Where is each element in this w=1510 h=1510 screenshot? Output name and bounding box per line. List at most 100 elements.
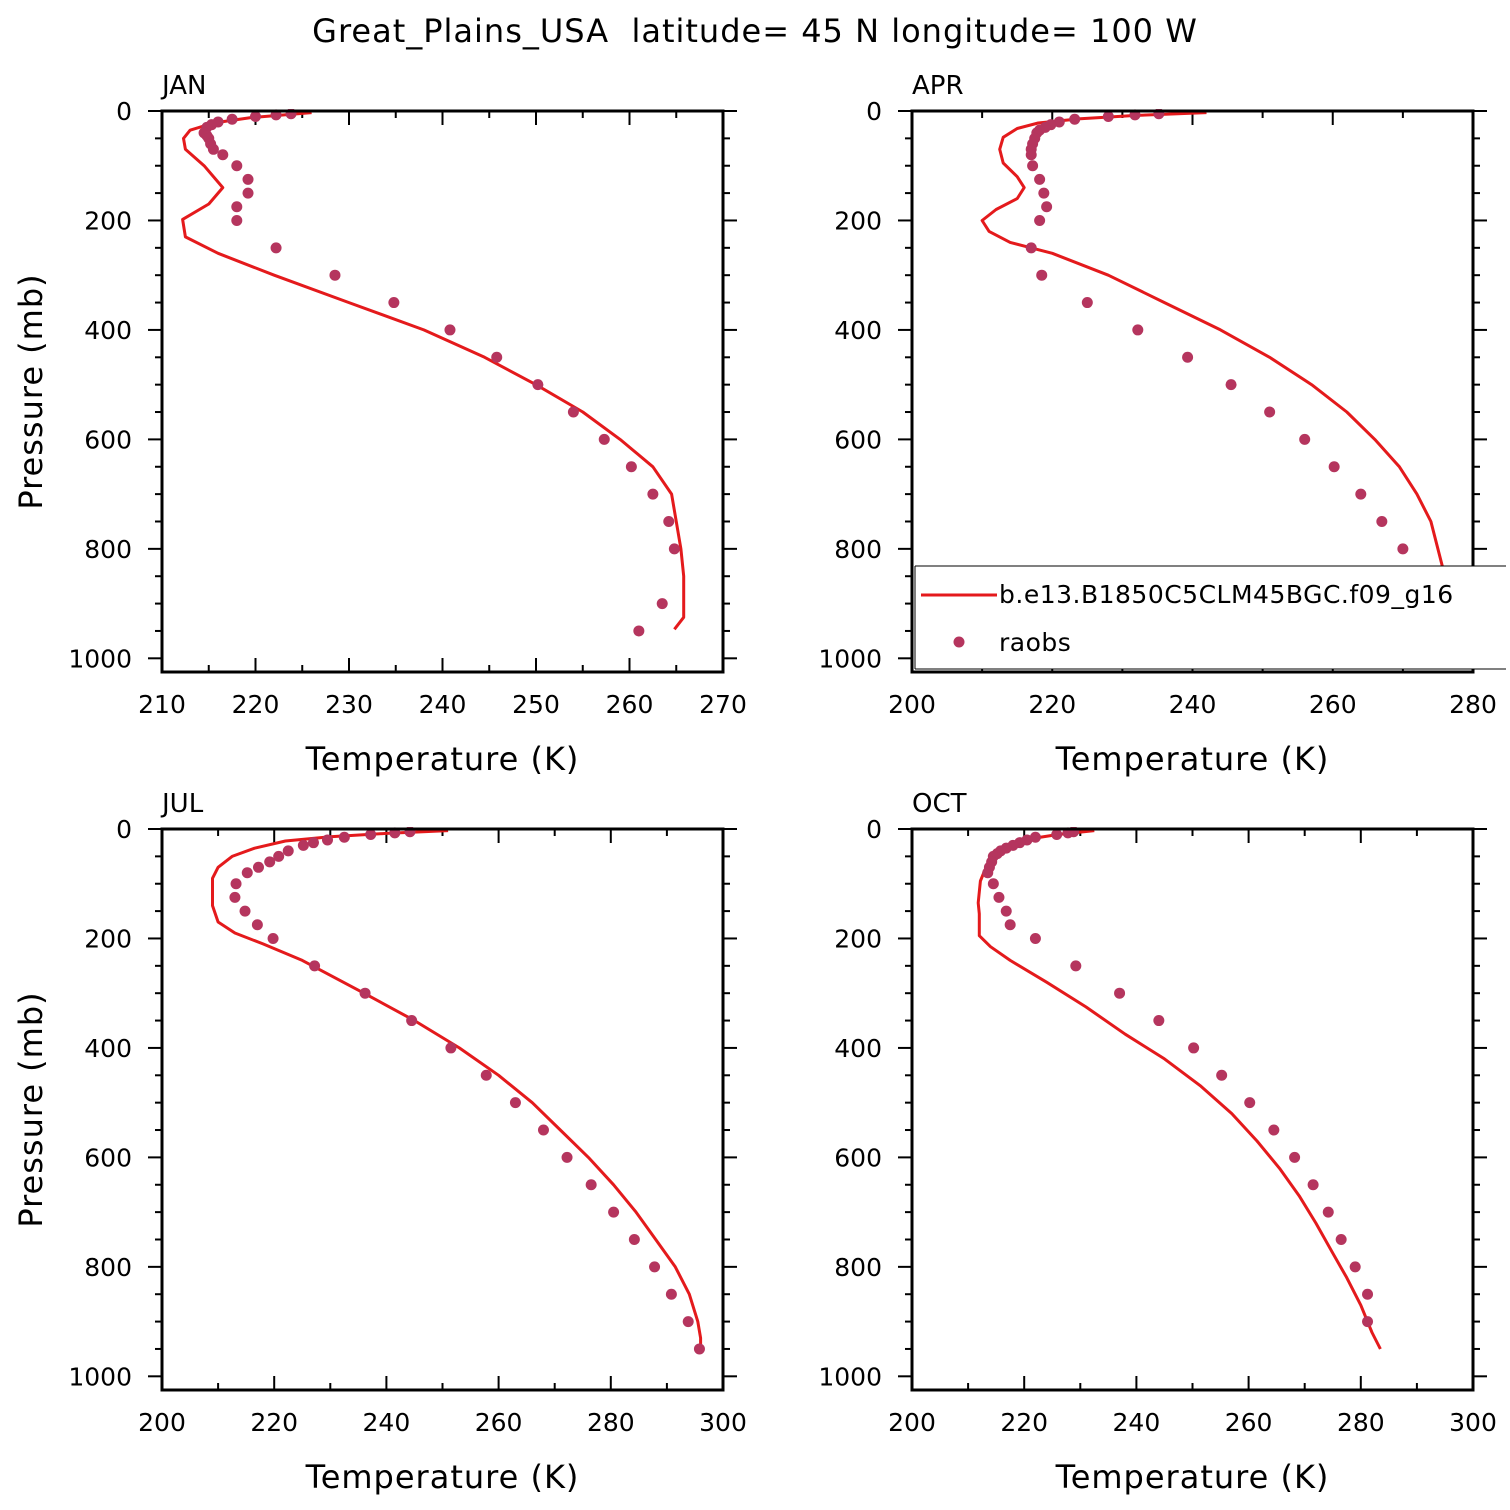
- data-point-raobs: [625, 461, 637, 473]
- data-point-raobs: [608, 1206, 620, 1218]
- data-point-raobs: [982, 867, 994, 879]
- series-line-model: [980, 111, 1473, 627]
- plot-area: [976, 827, 1382, 1350]
- panel-jan: JAN 210 220 230 240 250 260 270 0 200 400 600 800 100…: [12, 71, 747, 778]
- data-point-raobs: [239, 905, 251, 917]
- data-point-raobs: [1376, 515, 1388, 527]
- data-point-raobs: [1299, 433, 1311, 445]
- x-tick-label: 280: [1337, 1408, 1385, 1437]
- data-point-raobs: [1244, 1097, 1256, 1109]
- data-point-raobs: [1268, 1124, 1280, 1136]
- data-point-raobs: [1000, 905, 1012, 917]
- x-tick-label: 240: [1113, 1408, 1161, 1437]
- data-point-raobs: [532, 379, 544, 391]
- y-tick-label: 400: [84, 1034, 132, 1063]
- x-tick-label: 300: [1449, 1408, 1497, 1437]
- panel-label: APR: [912, 71, 964, 101]
- data-point-raobs: [307, 837, 319, 849]
- y-tick-label: 600: [834, 425, 882, 454]
- data-point-raobs: [1027, 160, 1039, 172]
- plot-frame: [160, 827, 725, 1392]
- data-point-raobs: [321, 834, 333, 846]
- data-point-raobs: [226, 113, 238, 125]
- data-point-raobs: [359, 987, 371, 999]
- data-point-raobs: [1038, 187, 1050, 199]
- data-point-raobs: [338, 831, 350, 843]
- data-point-raobs: [242, 173, 254, 185]
- data-point-raobs: [270, 242, 282, 254]
- data-point-raobs: [1034, 173, 1046, 185]
- data-point-raobs: [491, 351, 503, 363]
- data-point-raobs: [388, 297, 400, 309]
- data-point-raobs: [241, 867, 253, 879]
- data-point-raobs: [207, 143, 219, 155]
- data-point-raobs: [1081, 297, 1093, 309]
- x-tick-label: 260: [475, 1408, 523, 1437]
- y-tick-label: 200: [834, 924, 882, 953]
- data-point-raobs: [647, 488, 659, 500]
- data-point-raobs: [537, 1124, 549, 1136]
- data-point-raobs: [365, 828, 377, 840]
- x-tick-label: 220: [1028, 690, 1076, 719]
- data-point-raobs: [1041, 201, 1053, 213]
- data-point-raobs: [665, 1288, 677, 1300]
- plot-area: [181, 109, 686, 637]
- data-point-raobs: [987, 878, 999, 890]
- data-point-raobs: [1004, 919, 1016, 931]
- data-point-raobs: [628, 1233, 640, 1245]
- data-point-raobs: [1397, 543, 1409, 555]
- data-point-raobs: [1362, 1316, 1374, 1328]
- y-tick-label: 1000: [68, 644, 132, 673]
- y-axis-label: Pressure (mb): [12, 991, 50, 1227]
- data-point-raobs: [250, 110, 261, 122]
- data-point-raobs: [264, 856, 276, 868]
- series-line-model: [181, 111, 686, 631]
- data-point-raobs: [693, 1343, 705, 1355]
- data-point-raobs: [231, 214, 243, 226]
- data-point-raobs: [1102, 110, 1114, 122]
- y-tick-label: 0: [866, 97, 882, 126]
- x-axis-label: Temperature (K): [305, 740, 580, 778]
- x-tick-label: 200: [888, 1408, 936, 1437]
- data-point-raobs: [668, 543, 680, 555]
- x-tick-label: 280: [1449, 690, 1497, 719]
- y-tick-label: 800: [834, 1253, 882, 1282]
- data-point-raobs: [1289, 1151, 1301, 1163]
- panel-label: JAN: [160, 71, 206, 101]
- panel-oct: OCT 200 220 240 260 280 300 0 200 400 600 800 1000 Te…: [818, 789, 1496, 1496]
- plot-area: [211, 827, 705, 1355]
- data-point-raobs: [251, 919, 263, 931]
- y-tick-label: 600: [84, 1143, 132, 1172]
- y-tick-label: 0: [116, 97, 132, 126]
- x-axis-label: Temperature (K): [305, 1458, 580, 1496]
- plot-frame: [910, 109, 1475, 674]
- data-point-raobs: [1307, 1179, 1319, 1191]
- y-tick-label: 1000: [68, 1362, 132, 1391]
- data-point-raobs: [1225, 379, 1237, 391]
- plot-frame: [910, 827, 1475, 1392]
- data-point-raobs: [682, 1316, 694, 1328]
- data-point-raobs: [445, 1042, 457, 1054]
- y-tick-label: 400: [834, 1034, 882, 1063]
- x-tick-label: 220: [1000, 1408, 1048, 1437]
- x-tick-label: 210: [138, 690, 186, 719]
- y-tick-label: 1000: [818, 1362, 882, 1391]
- y-tick-label: 0: [866, 815, 882, 844]
- data-point-raobs: [1114, 987, 1126, 999]
- x-tick-label: 240: [419, 690, 467, 719]
- data-point-raobs: [656, 598, 668, 610]
- legend-label: raobs: [999, 628, 1071, 657]
- data-point-raobs: [480, 1069, 492, 1081]
- data-point-raobs: [252, 861, 264, 873]
- data-point-raobs: [633, 625, 645, 637]
- y-tick-label: 800: [834, 535, 882, 564]
- panel-label: OCT: [912, 789, 967, 819]
- data-point-raobs: [1153, 1015, 1165, 1027]
- data-point-raobs: [230, 878, 242, 890]
- y-tick-label: 400: [834, 316, 882, 345]
- data-point-raobs: [273, 850, 285, 862]
- data-point-raobs: [1328, 461, 1340, 473]
- x-tick-label: 260: [1309, 690, 1357, 719]
- x-tick-label: 200: [888, 690, 936, 719]
